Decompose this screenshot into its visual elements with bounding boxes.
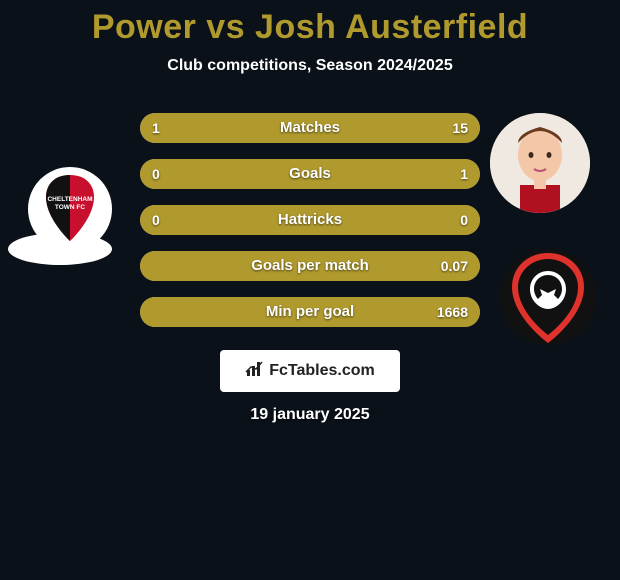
watermark-text: FcTables.com [269, 362, 375, 380]
stats-comparison: CHELTENHAM TOWN FC [0, 113, 620, 373]
svg-text:CHELTENHAM: CHELTENHAM [47, 196, 92, 203]
date-label: 19 january 2025 [0, 406, 620, 424]
stat-bars: 115Matches 01Goals 00Hattricks 0.07Goals pe… [140, 113, 480, 343]
chart-icon [245, 360, 265, 383]
page-title: Power vs Josh Austerfield [0, 0, 620, 47]
stat-label: Hattricks [140, 205, 480, 235]
stat-label: Matches [140, 113, 480, 143]
svg-text:TOWN FC: TOWN FC [55, 204, 86, 211]
stat-row: 0.07Goals per match [140, 251, 480, 281]
stat-label: Goals [140, 159, 480, 189]
player2-avatar [490, 113, 590, 213]
subtitle: Club competitions, Season 2024/2025 [0, 57, 620, 75]
stat-row: 01Goals [140, 159, 480, 189]
club2-badge [498, 247, 598, 347]
stat-label: Min per goal [140, 297, 480, 327]
stat-row: 115Matches [140, 113, 480, 143]
stat-row: 1668Min per goal [140, 297, 480, 327]
stat-row: 00Hattricks [140, 205, 480, 235]
watermark: FcTables.com [220, 350, 400, 392]
club1-badge: CHELTENHAM TOWN FC [28, 167, 112, 251]
stat-label: Goals per match [140, 251, 480, 281]
